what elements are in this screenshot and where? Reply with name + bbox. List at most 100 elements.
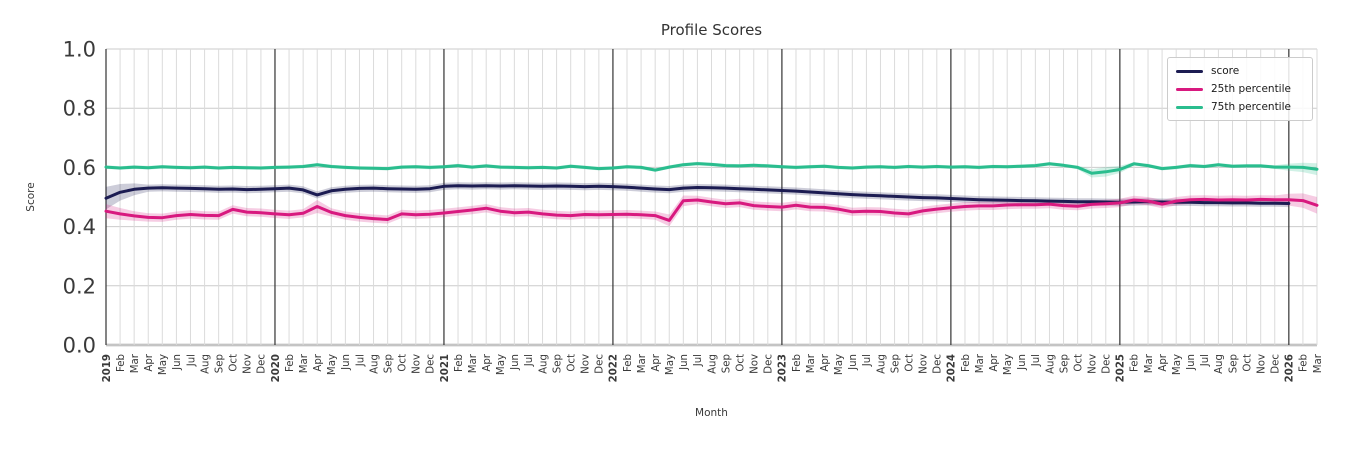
x-tick-label: Mar: [299, 353, 310, 373]
x-tick-label: Feb: [1299, 354, 1310, 372]
x-tick-label: Apr: [651, 353, 662, 371]
y-tick-label: 0.0: [63, 334, 96, 358]
x-tick-label: Mar: [1144, 353, 1155, 373]
x-tick-label: Jun: [172, 354, 183, 371]
x-tick-label: Aug: [876, 354, 887, 374]
x-tick-label: Jun: [1017, 354, 1028, 371]
x-tick-label: May: [327, 354, 338, 375]
x-tick-label: May: [665, 354, 676, 375]
y-tick-label: 0.6: [63, 156, 96, 180]
x-tick-label: Jun: [510, 354, 521, 371]
x-tick-label: Jul: [524, 354, 535, 367]
x-tick-label: Feb: [792, 354, 803, 372]
x-tick-label: Aug: [369, 354, 380, 374]
x-tick-label: Dec: [1271, 354, 1282, 374]
x-tick-label: Dec: [426, 354, 437, 374]
legend-item-25th-percentile: 25th percentile: [1176, 82, 1304, 96]
x-tick-label: Jul: [1200, 354, 1211, 367]
x-tick-label: Sep: [552, 354, 563, 373]
x-tick-label: 2025: [1116, 354, 1127, 382]
x-tick-label: Apr: [482, 353, 493, 371]
legend: score 25th percentile 75th percentile: [1167, 57, 1313, 121]
x-tick-label: Apr: [989, 353, 1000, 371]
x-tick-label: Mar: [468, 353, 479, 373]
x-tick-label: Dec: [1102, 354, 1113, 374]
x-tick-labels: 2019 Feb Mar Apr May Jun Jul Aug Sep Oct Nov Dec 202…: [102, 353, 1324, 382]
legend-label: 25th percentile: [1211, 83, 1291, 95]
legend-line-swatch-icon: [1176, 105, 1203, 109]
x-tick-label: Oct: [735, 354, 746, 372]
x-tick-label: Jul: [186, 354, 197, 367]
x-tick-label: Jun: [341, 354, 352, 371]
x-tick-label: 2023: [778, 354, 789, 382]
x-tick-label: Mar: [1313, 353, 1324, 373]
x-tick-label: 2022: [609, 354, 620, 382]
x-tick-label: Feb: [116, 354, 127, 372]
x-tick-label: Nov: [412, 354, 423, 374]
x-tick-label: Sep: [1228, 354, 1239, 373]
x-tick-label: Nov: [243, 354, 254, 374]
x-tick-label: 2019: [102, 354, 113, 382]
x-tick-label: Dec: [933, 354, 944, 374]
x-tick-label: 2020: [271, 354, 282, 382]
x-tick-label: Sep: [890, 354, 901, 373]
x-tick-label: Dec: [257, 354, 268, 374]
legend-label: 75th percentile: [1211, 101, 1291, 113]
x-tick-label: 2026: [1285, 354, 1296, 382]
x-tick-label: Nov: [919, 354, 930, 374]
x-tick-label: Mar: [637, 353, 648, 373]
chart-title: Profile Scores: [661, 21, 762, 39]
legend-line-swatch-icon: [1176, 87, 1203, 91]
x-tick-label: 2024: [947, 354, 958, 382]
x-tick-label: Mar: [806, 353, 817, 373]
x-tick-label: Apr: [1158, 353, 1169, 371]
x-tick-label: Jun: [848, 354, 859, 371]
x-tick-label: Apr: [144, 353, 155, 371]
x-tick-label: Jul: [862, 354, 873, 367]
x-tick-label: Feb: [285, 354, 296, 372]
x-tick-label: Feb: [961, 354, 972, 372]
x-tick-label: Apr: [820, 353, 831, 371]
x-tick-label: Apr: [313, 353, 324, 371]
x-tick-label: Oct: [229, 354, 240, 372]
x-tick-label: Jul: [355, 354, 366, 367]
x-tick-label: Aug: [200, 354, 211, 374]
x-tick-label: Oct: [904, 354, 915, 372]
x-tick-label: Feb: [1130, 354, 1141, 372]
x-tick-label: Aug: [538, 354, 549, 374]
x-tick-label: Jul: [1031, 354, 1042, 367]
series-lines: [104, 162, 1319, 222]
x-tick-label: May: [496, 354, 507, 375]
x-tick-label: May: [1003, 354, 1014, 375]
x-tick-label: Jul: [693, 354, 704, 367]
x-tick-label: May: [1172, 354, 1183, 375]
x-tick-label: Jun: [679, 354, 690, 371]
line-75th-percentile: [104, 162, 1319, 175]
x-tick-label: Aug: [1045, 354, 1056, 374]
x-tick-label: Nov: [581, 354, 592, 374]
x-tick-label: Nov: [1256, 354, 1267, 374]
x-tick-label: May: [158, 354, 169, 375]
legend-line-swatch-icon: [1176, 69, 1203, 73]
y-tick-labels: 0.0 0.2 0.4 0.6 0.8 1.0: [63, 38, 96, 358]
month-gridlines: [119, 49, 1318, 345]
y-axis-label: Score: [25, 182, 37, 211]
x-tick-label: Aug: [1214, 354, 1225, 374]
x-tick-label: Dec: [764, 354, 775, 374]
x-tick-label: Oct: [1242, 354, 1253, 372]
x-tick-label: Oct: [1073, 354, 1084, 372]
x-tick-label: Sep: [214, 354, 225, 373]
y-tick-label: 1.0: [63, 38, 96, 62]
x-tick-label: 2021: [440, 354, 451, 382]
legend-item-75th-percentile: 75th percentile: [1176, 100, 1304, 114]
x-tick-label: Nov: [750, 354, 761, 374]
x-tick-label: Nov: [1087, 354, 1098, 374]
x-tick-label: Mar: [130, 353, 141, 373]
legend-item-score: score: [1176, 64, 1304, 78]
x-tick-label: Dec: [595, 354, 606, 374]
x-tick-label: Mar: [975, 353, 986, 373]
x-tick-label: Aug: [707, 354, 718, 374]
x-tick-label: Oct: [566, 354, 577, 372]
